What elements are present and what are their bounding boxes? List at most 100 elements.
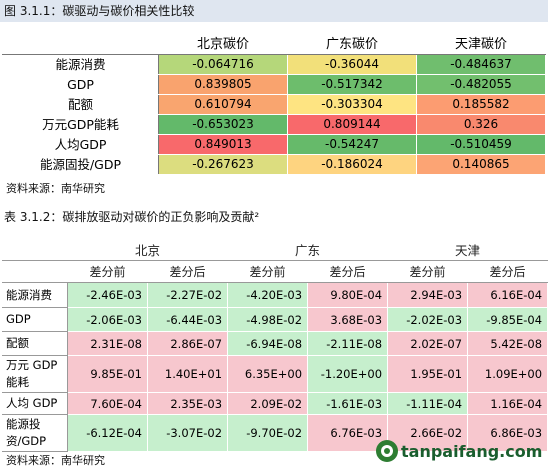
- table1-title: 图 3.1.1：碳驱动与碳价相关性比较: [0, 0, 548, 22]
- contribution-cell: 2.31E-08: [67, 331, 148, 356]
- contribution-cell: -4.98E-02: [227, 307, 309, 332]
- contribution-cell: -9.70E-02: [227, 414, 309, 452]
- contribution-cell: 2.66E-02: [387, 414, 469, 452]
- header-guangdong: 广东碳价: [287, 34, 417, 55]
- group-beijing: 北京: [66, 238, 229, 261]
- contribution-cell: -1.61E-03: [307, 392, 389, 415]
- table-row: 万元GDP能耗 -0.653023 0.809144 0.326: [2, 114, 546, 135]
- group-guangdong: 广东: [227, 238, 389, 261]
- corner-header: [2, 238, 68, 261]
- contribution-cell: -6.44E-03: [146, 307, 229, 332]
- correlation-cell: 0.326: [416, 114, 546, 135]
- contribution-cell: 6.76E-03: [307, 414, 389, 452]
- row-label: 万元 GDP 能耗: [2, 355, 68, 393]
- contribution-cell: 1.16E-04: [467, 392, 548, 415]
- watermark: tanpaifang.com: [376, 437, 548, 465]
- subheader: 差分前: [67, 260, 148, 283]
- correlation-cell: -0.482055: [416, 74, 546, 95]
- table-row: 能源投资/GDP -6.12E-04 -3.07E-02 -9.70E-02 6.76E…: [2, 414, 548, 452]
- contribution-cell: -2.46E-03: [67, 282, 148, 308]
- subheader: 差分前: [387, 260, 469, 283]
- table-row: 配额 2.31E-08 2.86E-07 -6.94E-08 -2.11E-08 2.02…: [2, 331, 548, 356]
- contribution-cell: 3.68E-03: [307, 307, 389, 332]
- table-row: 能源消费 -0.064716 -0.36044 -0.484637: [2, 54, 546, 75]
- correlation-cell: -0.517342: [287, 74, 417, 95]
- contribution-cell: 2.02E-07: [387, 331, 469, 356]
- contribution-cell: 6.86E-03: [467, 414, 548, 452]
- correlation-cell: -0.186024: [287, 154, 417, 175]
- table-row: 人均 GDP 7.60E-04 2.35E-03 2.09E-02 -1.61E-03-…: [2, 392, 548, 415]
- contribution-cell: -1.11E-04: [387, 392, 469, 415]
- table-row: GDP -2.06E-03 -6.44E-03 -4.98E-02 3.68E-03 -2…: [2, 307, 548, 332]
- contribution-cell: 1.40E+01: [146, 355, 229, 393]
- table-row: 人均GDP 0.849013 -0.54247 -0.510459: [2, 134, 546, 155]
- correlation-cell: -0.653023: [158, 114, 288, 135]
- correlation-cell: -0.064716: [158, 54, 288, 75]
- correlation-cell: 0.809144: [287, 114, 417, 135]
- table-row: 能源固投/GDP -0.267623 -0.186024 0.140865: [2, 154, 546, 175]
- contribution-cell: 1.95E-01: [387, 355, 469, 393]
- correlation-cell: 0.610794: [158, 94, 288, 115]
- row-label: 能源投资/GDP: [2, 414, 68, 452]
- corner-header: [2, 34, 159, 55]
- correlation-cell: -0.36044: [287, 54, 417, 75]
- header-beijing: 北京碳价: [158, 34, 288, 55]
- row-label: 万元GDP能耗: [2, 114, 159, 135]
- contribution-cell: 5.42E-08: [467, 331, 548, 356]
- watermark-text: tanpaifang.com: [401, 441, 543, 461]
- correlation-cell: 0.140865: [416, 154, 546, 175]
- contribution-cell: 1.09E+00: [467, 355, 548, 393]
- table2-source: 资料来源：南华研究: [6, 454, 105, 467]
- correlation-cell: 0.849013: [158, 134, 288, 155]
- contribution-cell: -4.20E-03: [227, 282, 309, 308]
- contribution-cell: 2.09E-02: [227, 392, 309, 415]
- correlation-cell: -0.510459: [416, 134, 546, 155]
- table-row: 能源消费 -2.46E-03 -2.27E-02 -4.20E-03 9.80E-04 2…: [2, 282, 548, 308]
- header-tianjin: 天津碳价: [416, 34, 546, 55]
- corner-subheader: [2, 260, 68, 283]
- row-label: 配额: [2, 94, 159, 115]
- contribution-cell: -2.27E-02: [146, 282, 229, 308]
- contribution-cell: -6.12E-04: [67, 414, 148, 452]
- contribution-cell: 2.35E-03: [146, 392, 229, 415]
- table1-source: 资料来源：南华研究: [6, 182, 105, 195]
- table2-title: 表 3.1.2：碳排放驱动对碳价的正负影响及贡献²: [0, 206, 548, 228]
- contribution-table: 北京 广东 天津 差分前 差分后 差分前 差分后 差分前 差分后 能源消费 -2.…: [2, 238, 548, 452]
- contribution-cell: -6.94E-08: [227, 331, 309, 356]
- contribution-cell: -1.20E+00: [307, 355, 389, 393]
- correlation-cell: 0.839805: [158, 74, 288, 95]
- correlation-cell: -0.484637: [416, 54, 546, 75]
- row-label: 配额: [2, 331, 68, 356]
- subheader: 差分后: [307, 260, 389, 283]
- row-label: 能源消费: [2, 282, 68, 308]
- row-label: 能源消费: [2, 54, 159, 75]
- contribution-cell: -2.06E-03: [67, 307, 148, 332]
- table-row: GDP 0.839805 -0.517342 -0.482055: [2, 74, 546, 95]
- contribution-cell: 9.85E-01: [67, 355, 148, 393]
- correlation-cell: 0.185582: [416, 94, 546, 115]
- subheader: 差分后: [146, 260, 229, 283]
- correlation-table: 北京碳价 广东碳价 天津碳价 能源消费 -0.064716 -0.36044 -0.4…: [2, 34, 546, 175]
- row-label: 人均 GDP: [2, 392, 68, 415]
- contribution-cell: -9.85E-04: [467, 307, 548, 332]
- row-label: 人均GDP: [2, 134, 159, 155]
- table-row: 配额 0.610794 -0.303304 0.185582: [2, 94, 546, 115]
- correlation-cell: -0.267623: [158, 154, 288, 175]
- subheader: 差分前: [227, 260, 309, 283]
- contribution-cell: -2.02E-03: [387, 307, 469, 332]
- contribution-cell: -3.07E-02: [146, 414, 229, 452]
- subheader: 差分后: [467, 260, 548, 283]
- group-tianjin: 天津: [387, 238, 548, 261]
- correlation-cell: -0.303304: [287, 94, 417, 115]
- row-label: GDP: [2, 307, 68, 332]
- contribution-cell: 9.80E-04: [307, 282, 389, 308]
- contribution-cell: 6.16E-04: [467, 282, 548, 308]
- contribution-cell: 2.86E-07: [146, 331, 229, 356]
- contribution-cell: -2.11E-08: [307, 331, 389, 356]
- table-row: 万元 GDP 能耗 9.85E-01 1.40E+01 6.35E+00 -1.20E+…: [2, 355, 548, 393]
- contribution-cell: 7.60E-04: [67, 392, 148, 415]
- correlation-cell: -0.54247: [287, 134, 417, 155]
- row-label: 能源固投/GDP: [2, 154, 159, 175]
- contribution-cell: 2.94E-03: [387, 282, 469, 308]
- tanpaifang-logo-icon: [376, 440, 398, 462]
